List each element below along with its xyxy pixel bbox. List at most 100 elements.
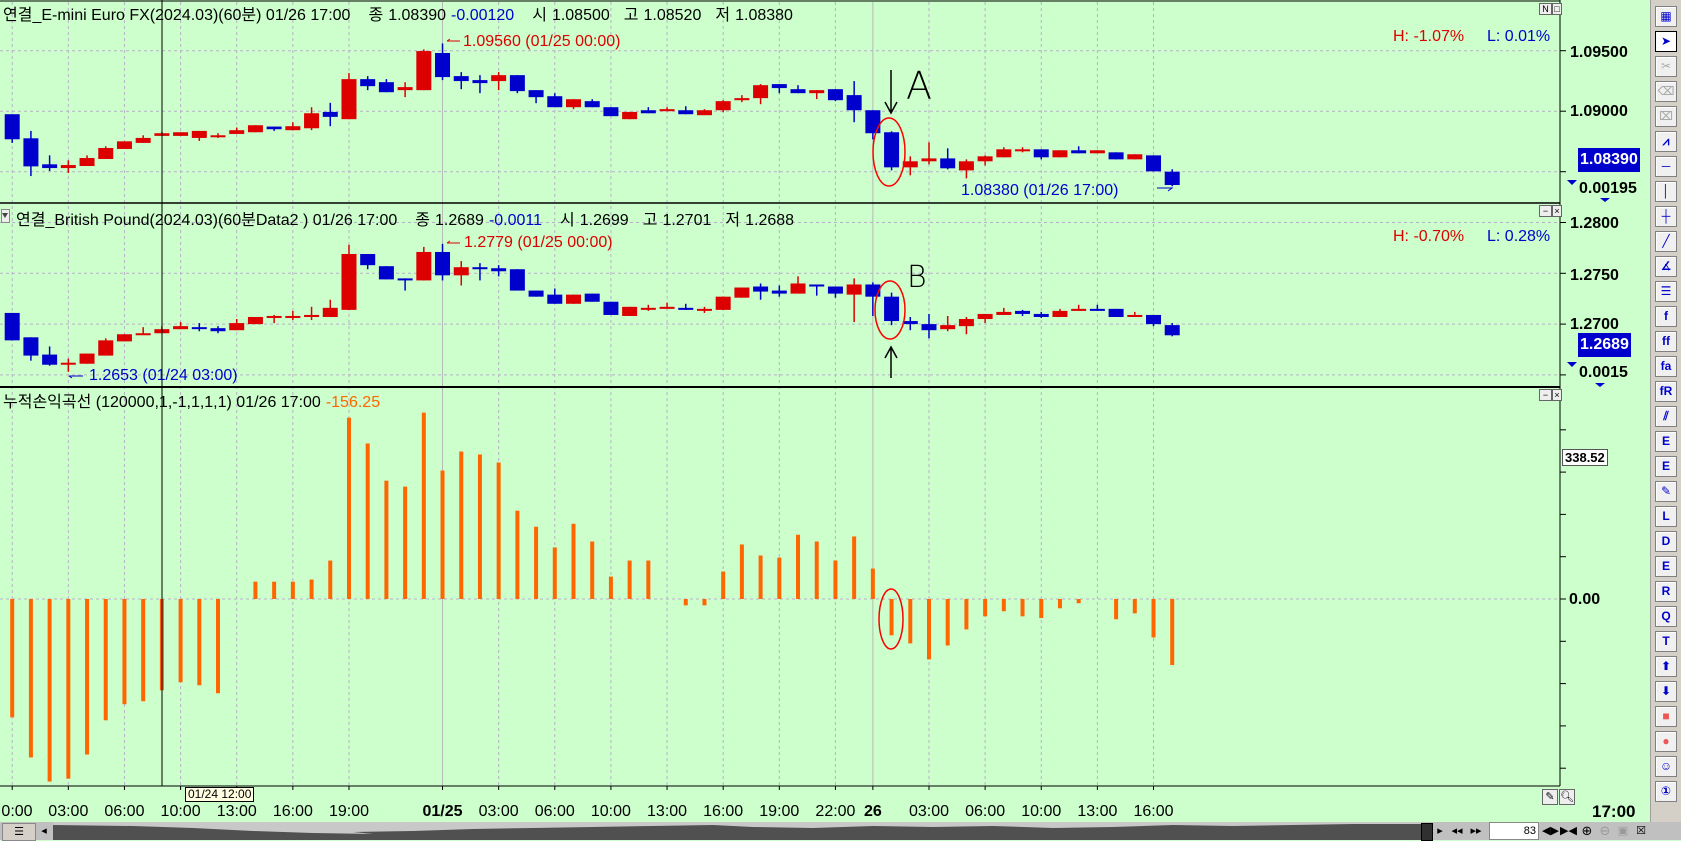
candle-body <box>715 296 731 310</box>
shrink-bars-button[interactable]: ▶◀ <box>1560 823 1577 839</box>
cross-line-tool-button[interactable]: ┼ <box>1655 206 1677 227</box>
panel3-close-button[interactable]: × <box>1552 389 1562 401</box>
smiley-tool-button[interactable]: ☺ <box>1655 756 1677 777</box>
candle-body <box>98 147 114 159</box>
scroll-right-button[interactable]: ▸ <box>1434 823 1446 839</box>
panel1-maximize-button[interactable]: □ <box>1552 3 1562 15</box>
parallel-lines-tool-button[interactable]: ☰ <box>1655 281 1677 302</box>
pnl-bar <box>1076 599 1081 604</box>
candle-body <box>547 96 563 108</box>
panel3-minimize-button[interactable]: − <box>1539 389 1552 401</box>
pencil-tool-button[interactable]: ✎ <box>1655 481 1677 502</box>
panel2-collapse-toggle[interactable] <box>1 209 10 223</box>
price-axis-label: 1.2700 <box>1570 316 1619 333</box>
trend-line-tool-button[interactable]: ╱ <box>1655 231 1677 252</box>
chart-canvas[interactable] <box>0 0 1650 822</box>
scroll-grip[interactable]: ☰ <box>2 823 36 841</box>
candle-body <box>640 307 656 310</box>
candle <box>416 246 432 281</box>
delete-all-tool-button[interactable]: ⌧ <box>1655 106 1677 127</box>
circle-icon: ● <box>1662 734 1670 748</box>
trend-line-icon: ╱ <box>1662 234 1670 248</box>
pnl-bar <box>833 560 838 599</box>
candle-body <box>135 333 151 336</box>
candle-body <box>60 362 76 365</box>
number-tool-button[interactable]: ① <box>1655 781 1677 802</box>
candle <box>884 131 900 171</box>
arrow-down-tool-button[interactable]: ⬇ <box>1655 681 1677 702</box>
panel1-normal-button[interactable]: N <box>1539 3 1552 15</box>
gann-fan-tool-button[interactable]: D <box>1655 531 1677 552</box>
crosshair-chart-tool-button[interactable]: ⩘ <box>1655 131 1677 152</box>
zoom-out-button[interactable]: ⊖ <box>1597 823 1613 839</box>
quadrant-lines-tool-button[interactable]: Q <box>1655 606 1677 627</box>
reset-button[interactable]: ☒ <box>1633 823 1649 839</box>
fibonacci-arc-tool-button[interactable]: fa <box>1655 356 1677 377</box>
gann-box-tool-button[interactable]: R <box>1655 581 1677 602</box>
vertical-line-tool-button[interactable]: │ <box>1655 181 1677 202</box>
time-axis-label: 03:00 <box>48 803 89 820</box>
text-tool-button[interactable]: T <box>1655 631 1677 652</box>
candle <box>846 278 862 323</box>
cumulative-pnl-bars <box>10 412 1175 782</box>
delete-selected-tool-button[interactable]: ⌫ <box>1655 81 1677 102</box>
overview-minichart[interactable] <box>53 822 1421 840</box>
candle-body <box>304 314 320 317</box>
arrow-up-tool-button[interactable]: ⬆ <box>1655 656 1677 677</box>
cursor-tool-button[interactable]: ➤ <box>1655 31 1677 52</box>
delete-all-icon: ⌧ <box>1659 109 1673 123</box>
gann-grid-tool-button[interactable]: E <box>1655 556 1677 577</box>
pnl-bar <box>777 557 782 599</box>
elliott-wave-tool-button[interactable]: E <box>1655 431 1677 452</box>
fibonacci-time-tool-button[interactable]: fR <box>1655 381 1677 402</box>
candle-body <box>846 284 862 295</box>
panel2-close-button[interactable]: × <box>1552 205 1562 217</box>
channel-tool-button[interactable]: ⫽ <box>1655 406 1677 427</box>
circle-tool-button[interactable]: ● <box>1655 731 1677 752</box>
zoom-in-button[interactable]: ⊕ <box>1579 823 1595 839</box>
high-value: 1.08520 <box>643 7 702 24</box>
pnl-bar <box>1039 599 1044 619</box>
chart-scrollbar[interactable]: ☰ ◂ ▸ ◂◂ ▸▸ 83 ◀▶ ▶◀ ⊕ ⊖ ▣ ☒ <box>0 822 1681 841</box>
time-axis-label: 19:00 <box>328 803 369 820</box>
candle-body <box>958 319 974 327</box>
candle-body <box>304 113 320 129</box>
panel3-title: 누적손익곡선 (120000,1,-1,1,1,1) 01/26 17:00 <box>3 394 321 411</box>
candle-body <box>622 111 638 120</box>
fit-button[interactable]: ▣ <box>1615 823 1631 839</box>
candle <box>378 79 394 93</box>
candle-body <box>996 311 1012 315</box>
chart-layout-tool-button[interactable]: ▦ <box>1655 6 1677 27</box>
candle-body <box>921 158 937 162</box>
gann-line-tool-button[interactable]: L <box>1655 506 1677 527</box>
close-label: 종 <box>415 212 431 229</box>
zoom-in-icon: ⊕ <box>1581 823 1593 838</box>
scroll-thumb[interactable] <box>1421 823 1433 841</box>
time-axis-label: 13:00 <box>216 803 257 820</box>
horizontal-line-tool-button[interactable]: ─ <box>1655 156 1677 177</box>
edit-button[interactable]: ✎ <box>1542 789 1558 805</box>
fibonacci-retracement-tool-button[interactable]: f <box>1655 306 1677 327</box>
bar-count-input[interactable]: 83 <box>1489 822 1539 840</box>
fibonacci-fan-tool-button[interactable]: ff <box>1655 331 1677 352</box>
candle <box>229 319 245 331</box>
pnl-bar <box>1114 599 1119 620</box>
candle <box>884 292 900 326</box>
expand-bars-button[interactable]: ◀▶ <box>1542 823 1559 839</box>
candle-body <box>435 251 451 276</box>
panel2-minimize-button[interactable]: − <box>1539 205 1552 217</box>
candle <box>678 106 694 115</box>
grip-icon: ☰ <box>14 826 24 838</box>
candle <box>659 107 675 112</box>
delete-object-tool-button[interactable]: ✂ <box>1655 56 1677 77</box>
price-axis-label: 1.2750 <box>1570 267 1619 284</box>
elliott-wave-2-tool-button[interactable]: E <box>1655 456 1677 477</box>
candle-body <box>266 315 282 318</box>
zoom-button[interactable]: 🔍︎ <box>1559 789 1575 805</box>
fibonacci-retracement-icon: f <box>1664 309 1668 323</box>
scroll-left-button[interactable]: ◂ <box>37 823 51 839</box>
scroll-start-button[interactable]: ◂◂ <box>1449 823 1465 839</box>
scroll-end-button[interactable]: ▸▸ <box>1468 823 1484 839</box>
rectangle-tool-button[interactable]: ■ <box>1655 706 1677 727</box>
angle-line-tool-button[interactable]: ∡ <box>1655 256 1677 277</box>
